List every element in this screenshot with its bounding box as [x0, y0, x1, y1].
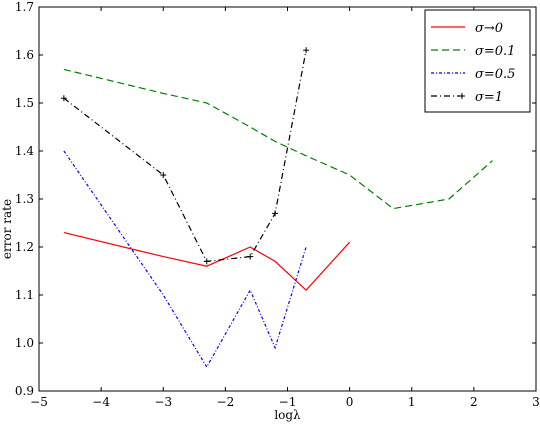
- data-point-marker: [60, 95, 67, 102]
- series-layer: [60, 47, 493, 369]
- y-tick-label: 1.7: [15, 0, 34, 14]
- series-4: [60, 47, 310, 265]
- series-2: [63, 68, 493, 210]
- x-tick-label: −1: [279, 395, 297, 409]
- legend-item: σ→0: [431, 21, 503, 36]
- y-tick-label: 0.9: [15, 384, 34, 398]
- y-tick-label: 1.2: [15, 240, 34, 254]
- series-3: [63, 150, 307, 369]
- x-tick-label: 1: [408, 395, 416, 409]
- legend-label: σ=0.1: [475, 44, 515, 59]
- data-point-marker: [160, 172, 167, 178]
- series-line: [63, 232, 351, 292]
- series-1: [63, 232, 351, 292]
- y-tick-label: 1.6: [15, 48, 34, 62]
- x-tick-label: −4: [92, 395, 110, 409]
- x-tick-label: −3: [154, 395, 172, 409]
- x-tick-label: −5: [30, 395, 48, 409]
- x-axis-label: logλ: [274, 408, 301, 422]
- y-axis-label: error rate: [0, 199, 14, 259]
- legend-label: σ→0: [475, 21, 503, 36]
- data-point-marker: [247, 253, 254, 260]
- x-tick-label: −2: [217, 395, 235, 409]
- legend-item: σ=0.1: [431, 44, 515, 59]
- legend-item: σ=0.5: [431, 67, 515, 82]
- legend: σ→0 σ=0.1 σ=0.5 σ=1: [424, 9, 531, 113]
- y-tick-label: 1.4: [15, 144, 34, 158]
- x-tick-label: 2: [470, 395, 478, 409]
- legend-item: σ=1: [431, 90, 503, 105]
- legend-label: σ=1: [475, 90, 503, 105]
- x-tick-label: 3: [532, 395, 540, 409]
- y-tick-label: 1.5: [15, 96, 34, 110]
- legend-label: σ=0.5: [475, 67, 515, 82]
- y-tick-label: 1.3: [15, 192, 34, 206]
- data-point-marker: [272, 210, 279, 217]
- series-line: [63, 68, 493, 210]
- x-tick-label: 0: [346, 395, 354, 409]
- data-point-marker: [303, 47, 310, 54]
- series-line: [63, 150, 307, 369]
- data-point-marker: [203, 258, 210, 265]
- y-tick-label: 1.0: [15, 336, 34, 350]
- tick-labels-layer: −5 −4 −3 −2 −1 0 1 2 3 0.9 1.0 1.1 1.2 1.3 1.4 1.5 1.6 1.…: [15, 0, 540, 409]
- ticks-layer: [38, 6, 537, 392]
- series-line: [63, 50, 307, 263]
- y-tick-label: 1.1: [15, 288, 34, 302]
